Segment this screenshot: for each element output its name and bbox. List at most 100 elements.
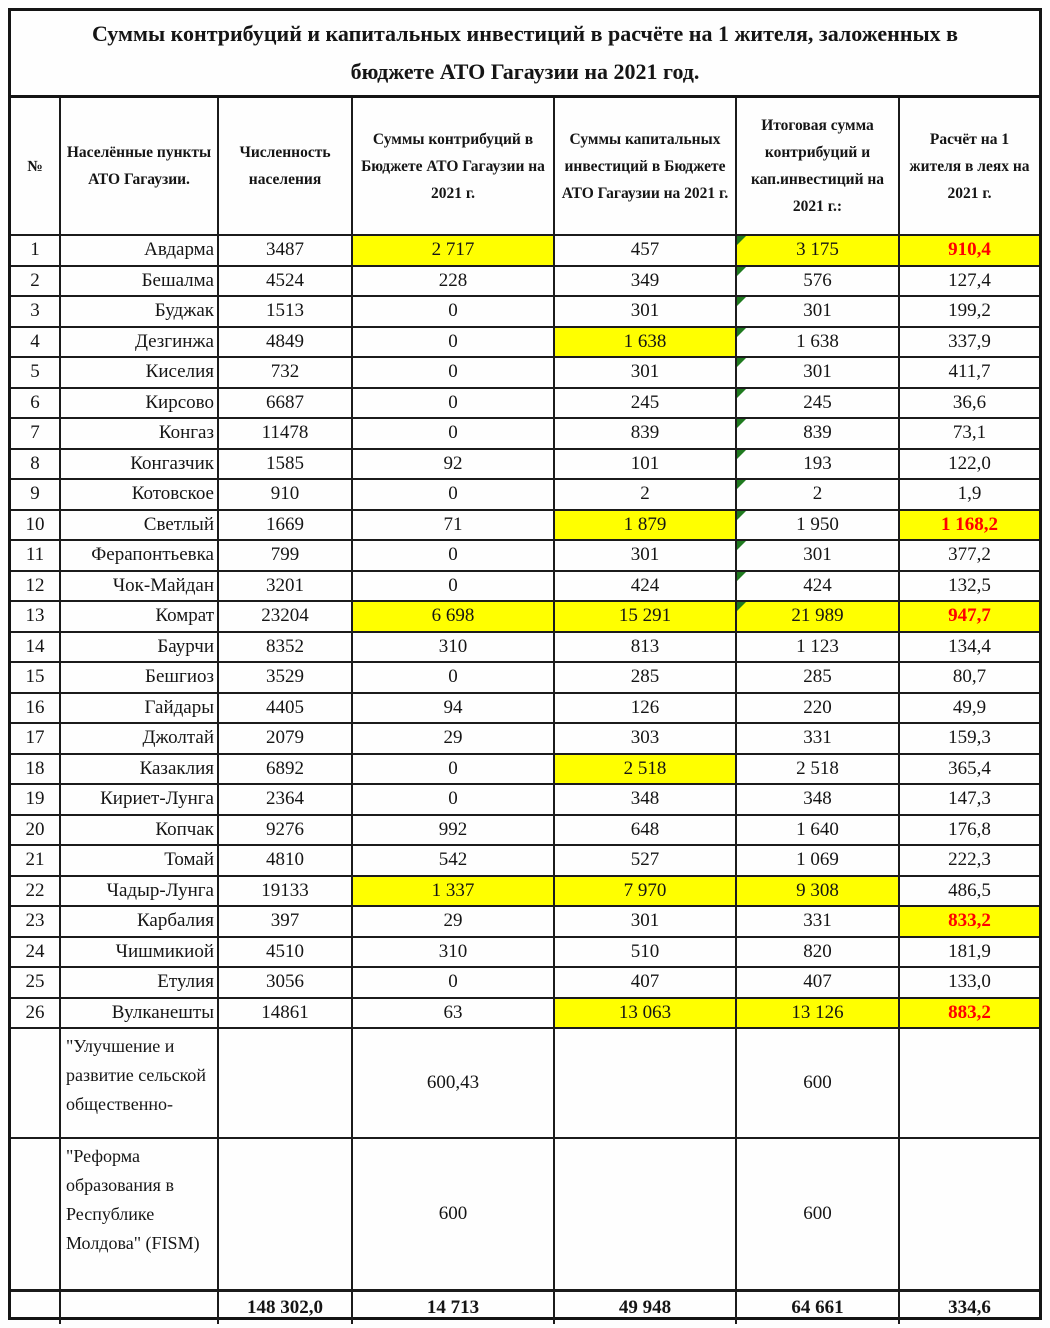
program-per-capita-cell — [900, 1139, 1039, 1291]
capital-invest-cell: 648 — [555, 815, 737, 846]
row-number-cell: 1 — [11, 236, 61, 267]
total-sum-cell: 424 — [737, 571, 900, 602]
settlement-name-cell: Светлый — [61, 510, 219, 541]
row-number-cell: 24 — [11, 937, 61, 968]
contributions-cell: 0 — [353, 358, 555, 389]
population-cell: 4405 — [219, 693, 353, 724]
total-sum-cell: 301 — [737, 541, 900, 572]
capital-invest-cell: 303 — [555, 724, 737, 755]
row-number-cell: 20 — [11, 815, 61, 846]
error-marker-triangle-icon — [737, 358, 746, 367]
capital-invest-cell: 301 — [555, 541, 737, 572]
contributions-cell: 0 — [353, 754, 555, 785]
capital-invest-cell: 285 — [555, 663, 737, 694]
population-cell: 11478 — [219, 419, 353, 450]
contributions-cell: 0 — [353, 419, 555, 450]
settlement-name-cell: Кирсово — [61, 388, 219, 419]
capital-invest-cell: 126 — [555, 693, 737, 724]
error-marker-triangle-icon — [737, 480, 746, 489]
contributions-cell: 63 — [353, 998, 555, 1029]
row-number-cell: 15 — [11, 663, 61, 694]
totals-total-sum: 64 661 — [737, 1292, 900, 1324]
totals-row: 148 302,0 14 713 49 948 64 661 334,6 — [11, 1291, 1039, 1324]
contributions-cell: 0 — [353, 571, 555, 602]
total-sum-cell: 193 — [737, 449, 900, 480]
settlement-name-cell: Казаклия — [61, 754, 219, 785]
total-sum-cell: 839 — [737, 419, 900, 450]
per-capita-cell: 49,9 — [900, 694, 1039, 724]
per-capita-cell: 73,1 — [900, 419, 1039, 450]
per-capita-cell: 80,7 — [900, 663, 1039, 694]
per-capita-cell: 222,3 — [900, 846, 1039, 877]
capital-invest-cell: 7 970 — [555, 876, 737, 907]
population-cell: 6892 — [219, 754, 353, 785]
settlement-name-cell: Кириет-Лунга — [61, 785, 219, 816]
row-number-cell: 8 — [11, 449, 61, 480]
settlement-name-cell: Конгазчик — [61, 449, 219, 480]
total-sum-cell: 245 — [737, 388, 900, 419]
row-number-cell: 21 — [11, 846, 61, 877]
row-number-cell: 14 — [11, 632, 61, 663]
capital-invest-cell: 15 291 — [555, 602, 737, 633]
row-number-cell: 12 — [11, 571, 61, 602]
population-cell: 732 — [219, 358, 353, 389]
per-capita-cell: 176,8 — [900, 816, 1039, 846]
per-capita-cell: 159,3 — [900, 724, 1039, 755]
header-settlements: Населённые пункты АТО Гагаузии. — [61, 98, 219, 236]
settlement-name-cell: Дезгинжа — [61, 327, 219, 358]
program-invest-cell — [555, 1139, 737, 1291]
capital-invest-cell: 348 — [555, 785, 737, 816]
population-cell: 910 — [219, 480, 353, 511]
contributions-cell: 71 — [353, 510, 555, 541]
settlement-name-cell: Вулканешты — [61, 998, 219, 1029]
row-number-cell: 5 — [11, 358, 61, 389]
error-marker-triangle-icon — [737, 449, 746, 459]
population-cell: 2364 — [219, 785, 353, 816]
population-cell: 1585 — [219, 449, 353, 480]
program-total-cell: 600 — [737, 1029, 900, 1139]
contributions-cell: 0 — [353, 541, 555, 572]
capital-invest-cell: 301 — [555, 907, 737, 938]
program-contrib-cell: 600 — [353, 1139, 555, 1291]
table-title: Суммы контрибуций и капитальных инвестиц… — [11, 11, 1039, 98]
program-number-cell — [11, 1139, 61, 1291]
total-sum-cell: 1 069 — [737, 846, 900, 877]
program-population-cell — [219, 1139, 353, 1291]
capital-invest-cell: 457 — [555, 236, 737, 267]
per-capita-cell: 411,7 — [900, 358, 1039, 389]
row-number-cell: 23 — [11, 907, 61, 938]
contributions-cell: 228 — [353, 266, 555, 297]
totals-number-cell — [11, 1292, 61, 1324]
row-number-cell: 7 — [11, 419, 61, 450]
settlement-name-cell: Бешгиоз — [61, 663, 219, 694]
per-capita-cell: 486,5 — [900, 877, 1039, 907]
settlement-name-cell: Чишмикиой — [61, 937, 219, 968]
population-cell: 6687 — [219, 388, 353, 419]
total-sum-cell: 3 175 — [737, 236, 900, 267]
capital-invest-cell: 1 638 — [555, 327, 737, 358]
program-number-cell — [11, 1029, 61, 1139]
row-number-cell: 2 — [11, 266, 61, 297]
contributions-cell: 0 — [353, 327, 555, 358]
per-capita-cell: 133,0 — [900, 968, 1039, 999]
total-sum-cell: 331 — [737, 724, 900, 755]
total-sum-cell: 13 126 — [737, 998, 900, 1029]
settlement-name-cell: Бешалма — [61, 266, 219, 297]
population-cell: 23204 — [219, 602, 353, 633]
population-cell: 4849 — [219, 327, 353, 358]
program-population-cell — [219, 1029, 353, 1139]
capital-invest-cell: 424 — [555, 571, 737, 602]
error-marker-triangle-icon — [737, 510, 746, 520]
header-capital-investments: Суммы капитальных инвестиций в Бюджете А… — [555, 98, 737, 236]
total-sum-cell: 285 — [737, 663, 900, 694]
population-cell: 14861 — [219, 998, 353, 1029]
header-row: № Населённые пункты АТО Гагаузии. Числен… — [11, 98, 1039, 236]
row-number-cell: 9 — [11, 480, 61, 511]
error-marker-triangle-icon — [737, 602, 746, 611]
row-number-cell: 17 — [11, 724, 61, 755]
settlement-name-cell: Копчак — [61, 815, 219, 846]
row-number-cell: 10 — [11, 510, 61, 541]
settlement-name-cell: Комрат — [61, 602, 219, 633]
per-capita-cell: 127,4 — [900, 267, 1039, 297]
settlement-name-cell: Карбалия — [61, 907, 219, 938]
